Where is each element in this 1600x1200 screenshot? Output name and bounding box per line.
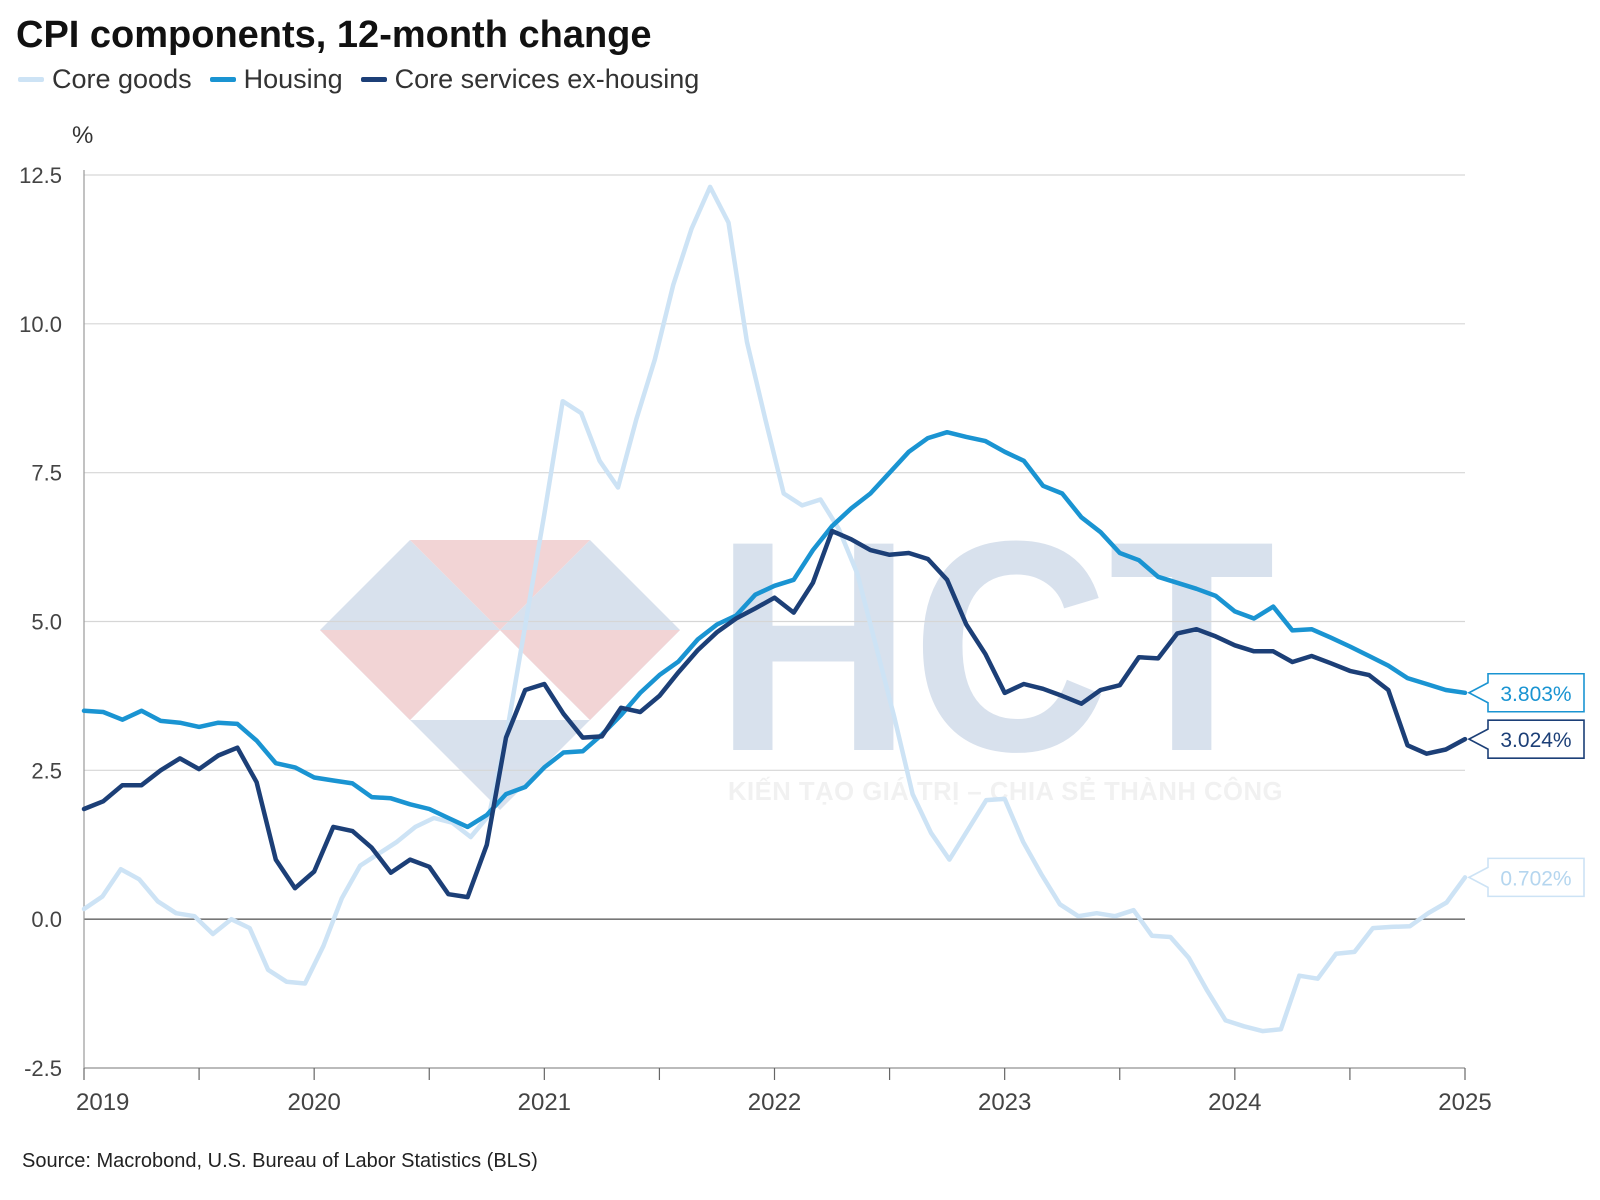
end-value-labels: 0.702% 3.803% 3.024% bbox=[1467, 672, 1585, 898]
end-label-box bbox=[1467, 719, 1585, 759]
watermark-triangle-right bbox=[500, 630, 680, 720]
series-lines bbox=[81, 184, 1468, 1034]
legend-swatch-housing bbox=[209, 77, 236, 82]
end-label-box bbox=[1467, 857, 1585, 898]
source-note: Source: Macrobond, U.S. Bureau of Labor … bbox=[22, 1150, 538, 1172]
legend-label-core-goods: Core goods bbox=[52, 64, 192, 94]
end-label-text: 3.024% bbox=[1500, 729, 1571, 752]
x-tick-label: 2019 bbox=[76, 1089, 129, 1116]
legend-swatch-core-goods bbox=[18, 77, 44, 82]
y-tick-label: 0.0 bbox=[31, 907, 62, 932]
watermark-triangle-left bbox=[320, 630, 500, 720]
legend-item-core-goods: Core goods bbox=[18, 64, 192, 95]
legend-label-core-services: Core services ex-housing bbox=[394, 64, 700, 94]
end-label-1: 3.803% bbox=[1467, 672, 1585, 713]
x-tick-label: 2021 bbox=[518, 1089, 571, 1116]
x-tick-label: 2022 bbox=[748, 1089, 801, 1116]
series-line-core-goods bbox=[81, 184, 1468, 1034]
legend-label-housing: Housing bbox=[243, 64, 343, 94]
end-label-box bbox=[1467, 672, 1585, 713]
legend-item-housing: Housing bbox=[209, 64, 343, 95]
y-tick-label: 5.0 bbox=[31, 610, 62, 635]
watermark-logo-text: HCT bbox=[715, 478, 1275, 814]
legend: Core goods Housing Core services ex-hous… bbox=[18, 64, 699, 95]
y-tick-label: 2.5 bbox=[31, 758, 62, 783]
watermark-triangle-top bbox=[410, 540, 590, 630]
x-tick-label: 2023 bbox=[978, 1089, 1031, 1116]
end-label-2: 3.024% bbox=[1467, 719, 1585, 759]
y-axis-unit-label: % bbox=[72, 122, 94, 149]
x-tick-label: 2024 bbox=[1208, 1089, 1261, 1116]
watermark-logo: HCT KIẾN TẠO GIÁ TRỊ – CHIA SẺ THÀNH CÔN… bbox=[320, 478, 1283, 814]
x-tick-label: 2020 bbox=[287, 1089, 340, 1116]
chart-title: CPI components, 12-month change bbox=[16, 14, 652, 56]
y-tick-label: -2.5 bbox=[24, 1056, 62, 1081]
end-label-text: 0.702% bbox=[1500, 867, 1571, 890]
legend-swatch-core-services bbox=[360, 77, 387, 82]
series-line-housing bbox=[81, 429, 1468, 830]
y-tick-label: 12.5 bbox=[19, 163, 62, 188]
legend-item-core-services: Core services ex-housing bbox=[360, 64, 700, 95]
end-label-0: 0.702% bbox=[1467, 857, 1585, 898]
y-tick-label: 10.0 bbox=[19, 312, 62, 337]
series-line-core-services-ex-housing bbox=[81, 528, 1468, 900]
y-tick-label: 7.5 bbox=[31, 461, 62, 486]
axes: 12.5 10.0 7.5 5.0 2.5 0.0 -2.5 2019 2020 2021 2022… bbox=[19, 163, 1492, 1116]
gridlines bbox=[84, 174, 1465, 1069]
x-tick-label: 2025 bbox=[1438, 1089, 1491, 1116]
end-label-text: 3.803% bbox=[1500, 683, 1571, 706]
